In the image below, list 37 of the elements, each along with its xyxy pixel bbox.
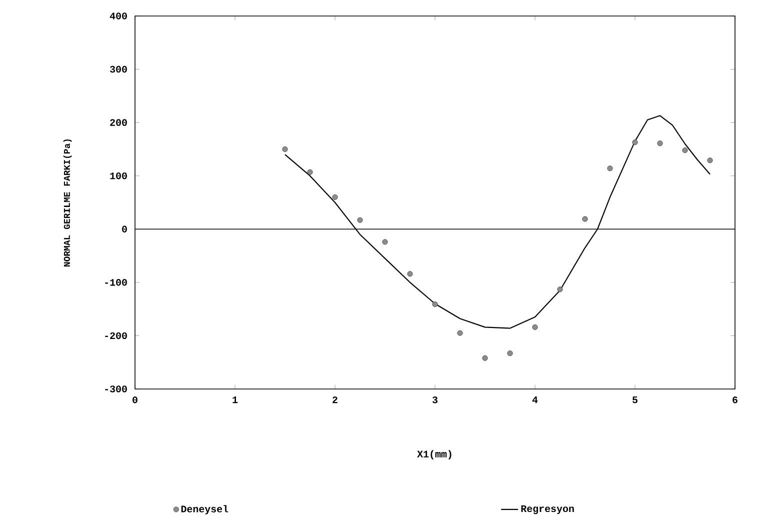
y-tick-label: 200 — [110, 119, 127, 126]
point — [607, 166, 613, 172]
point — [682, 147, 688, 154]
point — [632, 139, 638, 146]
x-tick-label: 3 — [432, 396, 438, 404]
y-axis-title: NORMAL GERILME FARKI(Pa) — [63, 139, 72, 266]
point — [707, 158, 713, 164]
point — [307, 169, 313, 175]
point — [457, 330, 463, 336]
y-tick-label: -200 — [105, 332, 127, 340]
x-tick-label: 4 — [532, 396, 538, 404]
y-tick-label: 0 — [122, 226, 127, 233]
y-tick-label: 400 — [110, 12, 127, 20]
point — [432, 301, 438, 308]
x-tick-label: 2 — [332, 396, 338, 404]
x-axis-title: X1(mm) — [417, 450, 452, 460]
point — [532, 324, 538, 330]
y-tick-label: 300 — [110, 66, 127, 73]
x-tick-label: 5 — [632, 396, 638, 404]
point — [582, 216, 588, 222]
point — [482, 355, 488, 361]
point — [332, 194, 338, 200]
point — [357, 217, 363, 223]
x-tick-label: 6 — [732, 396, 738, 404]
point — [282, 146, 288, 152]
x-tick-label: 1 — [232, 396, 238, 404]
y-tick-label: -100 — [105, 279, 127, 286]
point — [507, 350, 513, 356]
point — [557, 286, 563, 292]
point — [657, 140, 663, 146]
point — [407, 271, 413, 277]
y-tick-label: 100 — [110, 172, 127, 180]
point — [382, 239, 388, 245]
y-tick-label: -300 — [105, 386, 127, 392]
legend-label: Regresyon — [521, 505, 574, 514]
x-tick-label: 0 — [132, 396, 138, 404]
legend-label: Deneysel — [181, 505, 228, 514]
